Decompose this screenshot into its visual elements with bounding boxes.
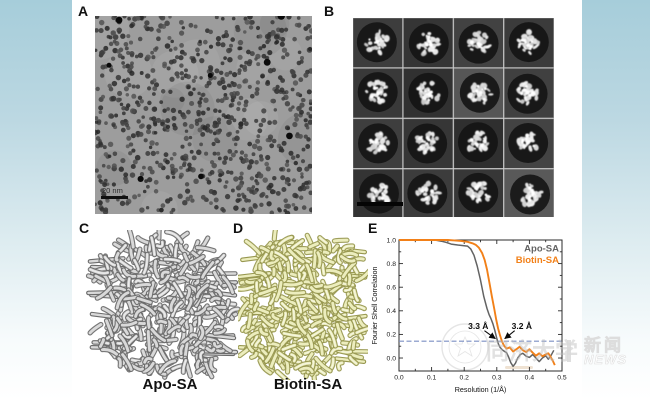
svg-text:0.6: 0.6 [387,285,397,292]
svg-text:0.2: 0.2 [459,375,469,382]
watermark-news-en: NEWS [584,352,627,368]
svg-text:3.2 Å: 3.2 Å [512,321,532,331]
svg-text:0.5: 0.5 [557,375,567,382]
svg-text:3.3 Å: 3.3 Å [468,321,488,331]
apo-sa-caption: Apo-SA [142,376,198,393]
fsc-curve-chart: 0.0 0.1 0.2 0.3 0.4 0.5 0.0 0.2 0.4 0.6 0.8 1.0 Reso… [370,237,567,394]
svg-text:Apo-SA: Apo-SA [524,244,559,255]
svg-text:Biotin-SA: Biotin-SA [516,255,559,266]
watermark-separator [567,340,571,362]
panel-e-label: E [368,220,378,236]
svg-text:1.0: 1.0 [387,237,397,244]
watermark-seal-text: 同济大学 [486,338,578,364]
svg-text:0.8: 0.8 [387,261,397,268]
biotin-sa-caption: Biotin-SA [273,376,343,393]
panel-b-label: B [324,3,335,19]
right-accent-bar [582,0,650,400]
svg-text:0.0: 0.0 [394,375,404,382]
svg-text:0.1: 0.1 [427,375,437,382]
svg-text:0.0: 0.0 [387,355,397,362]
class-averages-grid [353,18,554,217]
panel-c-label: C [79,220,90,236]
panel-d-label: D [233,220,244,236]
svg-text:0.4: 0.4 [387,308,397,315]
svg-text:Resolution (1/Å): Resolution (1/Å) [455,385,507,394]
watermark-news-cn: 新闻 [584,336,624,356]
density-map-apo [85,230,241,380]
svg-text:0.3: 0.3 [492,375,502,382]
svg-text:0.4: 0.4 [525,375,535,382]
tem-micrograph-panel: 20 nm [95,16,312,214]
left-accent-bar [0,0,72,400]
panel-a-label: A [78,3,89,19]
svg-text:0.2: 0.2 [387,332,397,339]
svg-text:Fourier Shell Correlation: Fourier Shell Correlation [370,267,379,345]
svg-text:20 nm: 20 nm [102,186,123,195]
density-map-biotin [238,230,368,380]
